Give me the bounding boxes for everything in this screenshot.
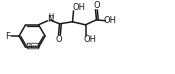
Text: O: O bbox=[56, 35, 62, 44]
Text: H: H bbox=[48, 13, 53, 19]
Text: OH: OH bbox=[72, 3, 85, 12]
Text: N: N bbox=[47, 15, 54, 24]
Text: Abs: Abs bbox=[28, 44, 38, 49]
Text: F: F bbox=[5, 32, 9, 41]
Text: OH: OH bbox=[84, 35, 97, 44]
Text: OH: OH bbox=[104, 16, 117, 25]
Text: O: O bbox=[93, 1, 100, 10]
